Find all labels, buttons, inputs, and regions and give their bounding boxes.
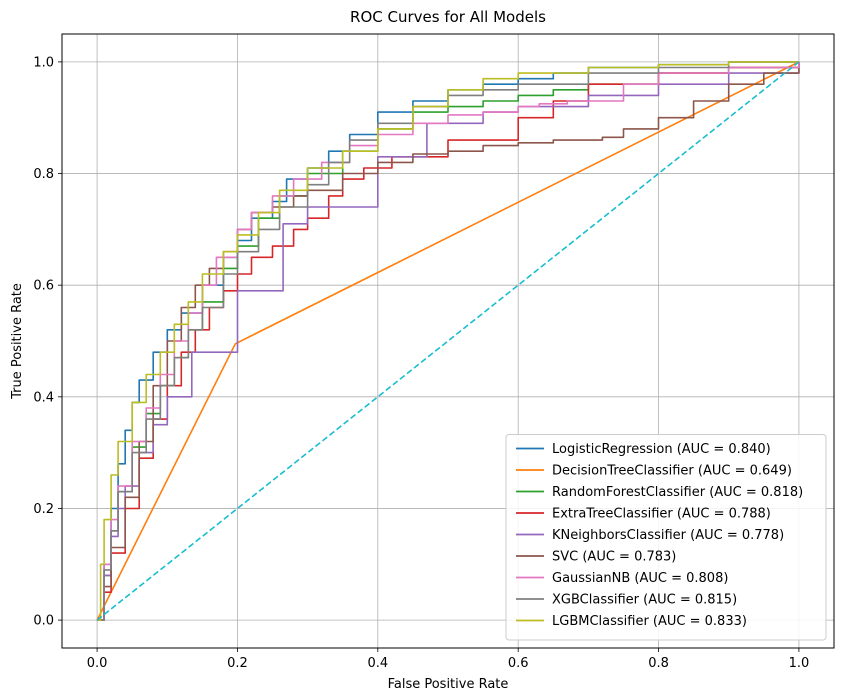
series-line-4 <box>97 61 800 621</box>
x-tick-label: 0.6 <box>508 656 529 671</box>
y-tick-label: 0.4 <box>33 390 54 405</box>
legend-entry: ExtraTreeClassifier (AUC = 0.788) <box>552 507 771 522</box>
y-tick-label: 0.0 <box>33 614 54 629</box>
plot-series <box>96 61 800 621</box>
x-axis-ticks: 0.0 0.2 0.4 0.6 0.8 1.0 <box>87 648 810 671</box>
legend-entry: LogisticRegression (AUC = 0.840) <box>552 442 771 457</box>
legend-entry: SVC (AUC = 0.783) <box>552 550 676 565</box>
series-line-7 <box>97 61 799 621</box>
x-tick-label: 0.2 <box>227 656 248 671</box>
series-line-9 <box>96 61 800 621</box>
y-tick-label: 0.8 <box>33 167 54 182</box>
x-tick-label: 0.8 <box>648 656 669 671</box>
y-tick-label: 0.2 <box>33 502 54 517</box>
series-line-8 <box>97 61 799 621</box>
y-axis-ticks: 0.0 0.2 0.4 0.6 0.8 1.0 <box>33 55 62 629</box>
y-axis-label: True Positive Rate <box>10 283 25 400</box>
legend-entry: DecisionTreeClassifier (AUC = 0.649) <box>552 464 792 479</box>
legend: LogisticRegression (AUC = 0.840) Decision… <box>505 434 827 641</box>
x-tick-label: 0.0 <box>87 656 108 671</box>
x-axis-label: False Positive Rate <box>388 677 509 692</box>
series-line-1 <box>96 61 800 621</box>
series-line-3 <box>97 61 800 621</box>
legend-entry: GaussianNB (AUC = 0.808) <box>552 571 728 586</box>
chart-title: ROC Curves for All Models <box>350 8 546 26</box>
plot-frame <box>61 33 835 649</box>
y-tick-label: 0.6 <box>33 279 54 294</box>
legend-box <box>505 434 827 641</box>
y-tick-label: 1.0 <box>33 55 54 70</box>
legend-entry: KNeighborsClassifier (AUC = 0.778) <box>552 528 784 543</box>
x-tick-label: 0.4 <box>367 656 388 671</box>
legend-entry: RandomForestClassifier (AUC = 0.818) <box>552 485 803 500</box>
legend-entry: XGBClassifier (AUC = 0.815) <box>552 593 737 608</box>
x-tick-label: 1.0 <box>789 656 810 671</box>
legend-entry: LGBMClassifier (AUC = 0.833) <box>552 614 747 629</box>
